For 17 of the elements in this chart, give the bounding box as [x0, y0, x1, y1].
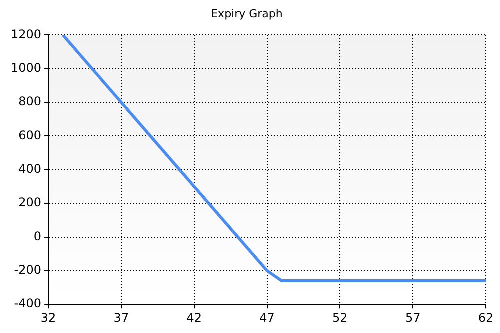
x-tick-label: 62 [478, 310, 494, 325]
y-tick-label: 0 [34, 229, 42, 244]
chart-title: Expiry Graph [211, 7, 283, 20]
x-tick-label: 57 [405, 310, 421, 325]
y-tick-label: 1000 [10, 61, 42, 75]
y-tick-label: 400 [18, 162, 42, 176]
x-tick-label: 32 [40, 310, 56, 325]
x-tick-label: 42 [186, 310, 202, 325]
y-tick-label: 800 [18, 94, 42, 109]
x-tick-label: 47 [260, 310, 275, 325]
y-tick-label: 200 [18, 196, 42, 210]
y-tick-label: -400 [14, 296, 42, 311]
y-tick-label: 600 [18, 128, 42, 142]
y-tick-label: 1200 [10, 27, 42, 42]
x-tick-label: 37 [114, 310, 130, 325]
y-tick-label: -200 [14, 263, 42, 278]
x-tick-label: 52 [332, 310, 348, 325]
